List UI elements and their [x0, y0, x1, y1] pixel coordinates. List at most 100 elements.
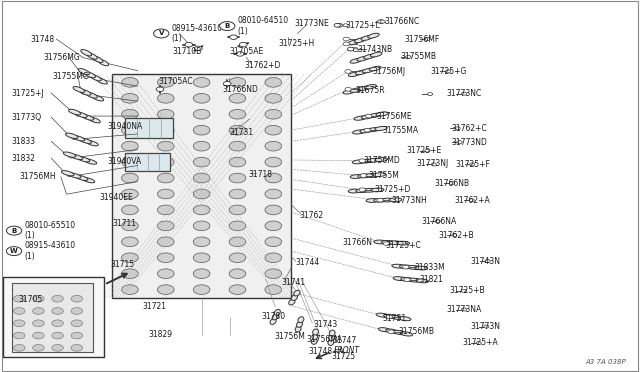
- Ellipse shape: [374, 240, 387, 244]
- Text: 31715: 31715: [110, 260, 134, 269]
- Ellipse shape: [328, 335, 335, 341]
- Circle shape: [265, 285, 282, 295]
- Text: 31741: 31741: [282, 278, 306, 287]
- Ellipse shape: [386, 329, 398, 333]
- Text: 31725+E: 31725+E: [406, 146, 442, 155]
- Text: 31748+A: 31748+A: [308, 347, 344, 356]
- Text: 08915-43610
(1): 08915-43610 (1): [172, 24, 223, 43]
- Text: 31766NA: 31766NA: [421, 217, 456, 226]
- Ellipse shape: [348, 189, 361, 193]
- Text: 31725+B: 31725+B: [449, 286, 485, 295]
- Text: 31773NA: 31773NA: [447, 305, 482, 314]
- Ellipse shape: [298, 317, 304, 323]
- Circle shape: [476, 341, 481, 344]
- Circle shape: [428, 93, 433, 96]
- Circle shape: [71, 295, 83, 302]
- Text: 31756ME: 31756ME: [376, 112, 412, 121]
- Circle shape: [455, 127, 460, 130]
- Ellipse shape: [392, 264, 404, 268]
- Text: 31821: 31821: [419, 275, 443, 284]
- Text: 31940NA: 31940NA: [108, 122, 143, 131]
- Circle shape: [157, 285, 174, 295]
- Text: 31780: 31780: [261, 312, 285, 321]
- Ellipse shape: [357, 86, 369, 91]
- Circle shape: [33, 320, 44, 327]
- Ellipse shape: [84, 159, 97, 164]
- Ellipse shape: [401, 278, 413, 281]
- Circle shape: [13, 332, 25, 339]
- Circle shape: [229, 205, 246, 215]
- Circle shape: [353, 49, 358, 52]
- Circle shape: [223, 81, 231, 86]
- Circle shape: [265, 125, 282, 135]
- Circle shape: [485, 260, 490, 263]
- Circle shape: [71, 344, 83, 351]
- Text: 31756MH: 31756MH: [19, 172, 56, 181]
- Circle shape: [229, 173, 246, 183]
- Text: 31751: 31751: [383, 314, 407, 323]
- Circle shape: [265, 189, 282, 199]
- Circle shape: [122, 237, 138, 247]
- Ellipse shape: [391, 315, 404, 320]
- Circle shape: [229, 189, 246, 199]
- Circle shape: [33, 295, 44, 302]
- Text: A3 7A 038P: A3 7A 038P: [585, 359, 626, 365]
- Bar: [125, 153, 170, 171]
- Ellipse shape: [378, 328, 391, 332]
- Ellipse shape: [65, 133, 78, 138]
- Circle shape: [193, 205, 210, 215]
- Ellipse shape: [88, 117, 100, 123]
- Circle shape: [122, 141, 138, 151]
- Text: 31766N: 31766N: [342, 238, 372, 247]
- Ellipse shape: [407, 266, 420, 269]
- Text: 31743NB: 31743NB: [357, 45, 392, 54]
- Circle shape: [33, 332, 44, 339]
- Circle shape: [406, 55, 411, 58]
- Circle shape: [229, 237, 246, 247]
- Circle shape: [229, 109, 246, 119]
- Circle shape: [229, 285, 246, 295]
- Text: 31756MF: 31756MF: [404, 35, 440, 44]
- Circle shape: [13, 295, 25, 302]
- Text: 31725+L: 31725+L: [346, 21, 380, 30]
- Ellipse shape: [61, 171, 74, 176]
- Text: 31940VA: 31940VA: [108, 157, 142, 166]
- Ellipse shape: [355, 38, 366, 43]
- Circle shape: [265, 205, 282, 215]
- Ellipse shape: [81, 49, 92, 56]
- Ellipse shape: [364, 188, 376, 192]
- Bar: [3, 277, 104, 357]
- Circle shape: [359, 188, 365, 192]
- Circle shape: [343, 37, 349, 41]
- Ellipse shape: [350, 88, 362, 92]
- Text: 31743: 31743: [314, 320, 338, 329]
- Ellipse shape: [369, 113, 381, 118]
- Circle shape: [229, 253, 246, 263]
- Circle shape: [13, 320, 25, 327]
- Circle shape: [360, 174, 367, 177]
- Ellipse shape: [343, 90, 355, 94]
- Text: 31747: 31747: [333, 336, 357, 345]
- Text: 31773Q: 31773Q: [12, 113, 42, 122]
- Circle shape: [461, 289, 467, 292]
- Circle shape: [469, 199, 474, 202]
- Ellipse shape: [348, 40, 359, 45]
- Ellipse shape: [381, 240, 394, 244]
- Text: 31773ND: 31773ND: [451, 138, 487, 147]
- Circle shape: [435, 220, 440, 223]
- Circle shape: [229, 93, 246, 103]
- Text: 31705AC: 31705AC: [159, 77, 193, 86]
- Text: 31721: 31721: [142, 302, 166, 311]
- Circle shape: [157, 173, 174, 183]
- Text: 31755MA: 31755MA: [383, 126, 419, 135]
- Ellipse shape: [348, 72, 360, 77]
- Text: 31762+B: 31762+B: [438, 231, 474, 240]
- Circle shape: [122, 157, 138, 167]
- Ellipse shape: [295, 326, 301, 332]
- Text: 08010-65510
(1): 08010-65510 (1): [24, 221, 76, 240]
- Circle shape: [195, 46, 202, 51]
- Circle shape: [265, 237, 282, 247]
- Text: 31725+G: 31725+G: [430, 67, 467, 76]
- Circle shape: [122, 269, 138, 279]
- Circle shape: [71, 320, 83, 327]
